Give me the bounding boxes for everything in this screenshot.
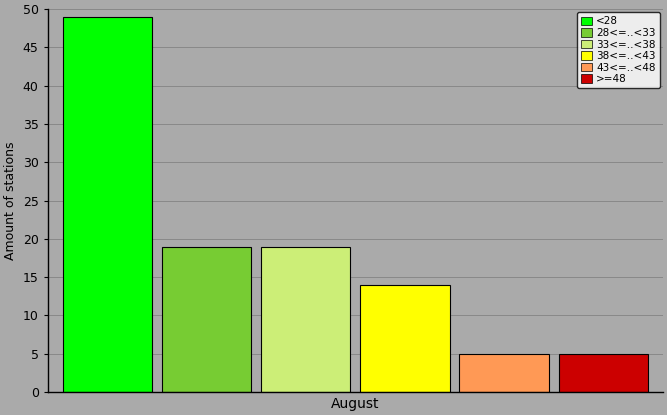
Bar xyxy=(460,354,549,392)
Bar xyxy=(63,17,152,392)
Bar xyxy=(559,354,648,392)
Bar xyxy=(360,285,450,392)
Bar xyxy=(162,247,251,392)
Y-axis label: Amount of stations: Amount of stations xyxy=(4,142,17,260)
Legend: <28, 28<=..<33, 33<=..<38, 38<=..<43, 43<=..<48, >=48: <28, 28<=..<33, 33<=..<38, 38<=..<43, 43… xyxy=(578,12,660,88)
Bar xyxy=(261,247,350,392)
